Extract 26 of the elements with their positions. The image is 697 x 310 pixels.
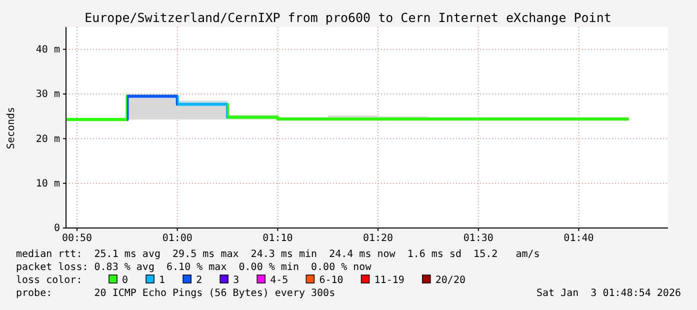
chart-title: Europe/Switzerland/CernIXP from pro600 to Cern Internet eXchange Point [84, 10, 612, 25]
y-tick-label: 20 m [36, 134, 60, 145]
y-tick-label: 0 [54, 223, 60, 234]
x-tick-label: 01:30 [463, 233, 494, 244]
legend-label: 6-10 [319, 275, 344, 286]
x-tick-label: 01:20 [362, 233, 394, 244]
legend-label: 2 [196, 275, 202, 286]
text: packet loss: 0.83 % avg 6.10 % max 0.00 % min 0.00 % now [16, 262, 372, 273]
text: median rtt: 25.1 ms avg 29.5 ms max 24.3 ms min 24.4 ms now 1.6 ms sd 15.2 am/s [16, 249, 540, 260]
legend-label: 3 [233, 275, 240, 286]
y-tick-label: 30 m [36, 89, 60, 100]
x-tick-label: 01:00 [162, 233, 192, 244]
legend-label: 20/20 [435, 275, 466, 286]
x-tick-label: 01:40 [564, 233, 594, 244]
y-tick-label: 40 m [36, 44, 60, 56]
text: 0 [122, 275, 128, 286]
y-axis-title: Seconds [6, 106, 17, 150]
legend-label: 1 [159, 275, 166, 286]
legend-label: 4-5 [270, 275, 288, 286]
legend-label: 11-19 [374, 275, 404, 286]
x-tick-label: 00:50 [62, 233, 92, 244]
y-tick-label: 10 m [36, 178, 60, 190]
x-tick-label: 01:10 [262, 233, 293, 244]
text: Sat Jan 3 01:48:54 2026 [536, 288, 681, 299]
legend-title: loss color: [16, 275, 82, 286]
text: probe: 20 ICMP Echo Pings (56 Bytes) every 300s [16, 288, 336, 299]
